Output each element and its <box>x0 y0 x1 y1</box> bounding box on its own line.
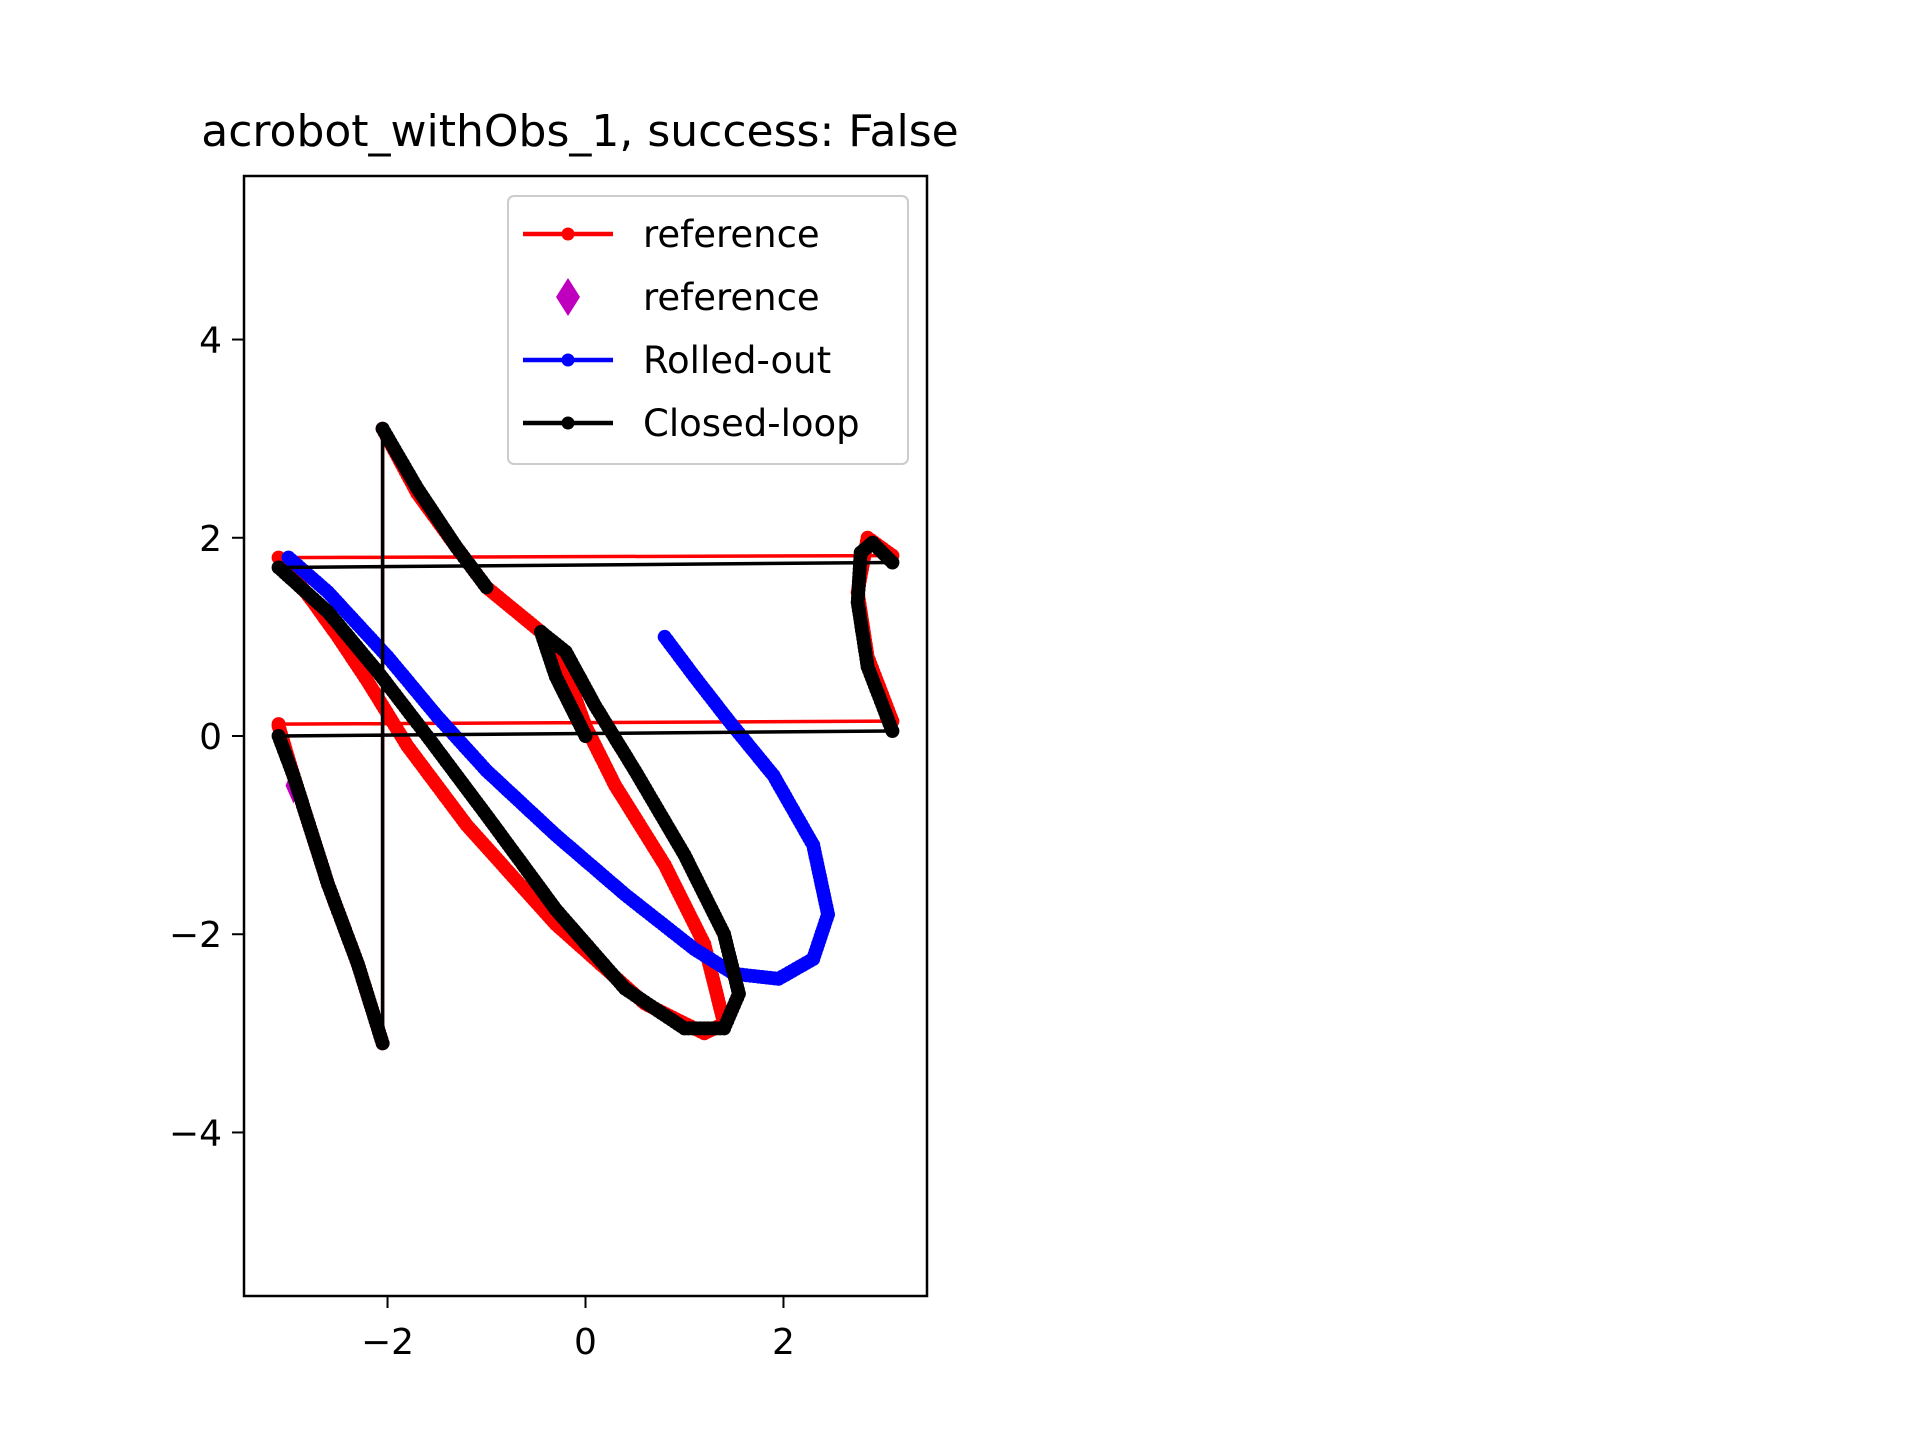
legend-label: reference <box>643 213 820 256</box>
data-point <box>657 629 672 644</box>
x-tick-label: 0 <box>574 1322 597 1363</box>
y-tick-label: 2 <box>199 519 222 560</box>
legend-item: Closed-loop <box>523 402 860 445</box>
legend-marker <box>561 416 575 430</box>
data-point <box>885 555 900 570</box>
legend-item: Rolled-out <box>523 339 831 382</box>
y-tick-label: 4 <box>199 321 222 362</box>
legend: reference reference Rolled-out Closed-loop <box>507 195 909 465</box>
series-layer <box>271 421 900 1051</box>
data-point <box>375 421 390 436</box>
chart-title: acrobot_withObs_1, success: False <box>201 106 958 157</box>
axis-ticks: −2 0 2 −4 −2 0 2 4 <box>169 321 795 1363</box>
y-tick-label: −2 <box>169 915 222 956</box>
legend-label: Closed-loop <box>643 402 860 445</box>
legend-item: reference <box>556 276 820 319</box>
legend-marker <box>561 227 575 241</box>
data-point <box>271 717 286 732</box>
legend-label: Rolled-out <box>643 339 831 382</box>
series-2-rolled-out <box>281 550 835 986</box>
data-point <box>271 550 286 565</box>
legend-box <box>507 195 909 465</box>
data-point <box>578 729 593 743</box>
y-tick-label: −4 <box>169 1113 222 1154</box>
series-3-closed-loop <box>271 421 900 1051</box>
legend-item: reference <box>523 213 820 256</box>
legend-marker <box>561 353 575 367</box>
legend-marker-diamond <box>556 278 580 316</box>
data-point <box>271 729 286 743</box>
x-tick-label: 2 <box>772 1322 795 1363</box>
y-tick-label: 0 <box>199 717 222 758</box>
legend-label: reference <box>643 276 820 319</box>
x-tick-label: −2 <box>361 1322 414 1363</box>
